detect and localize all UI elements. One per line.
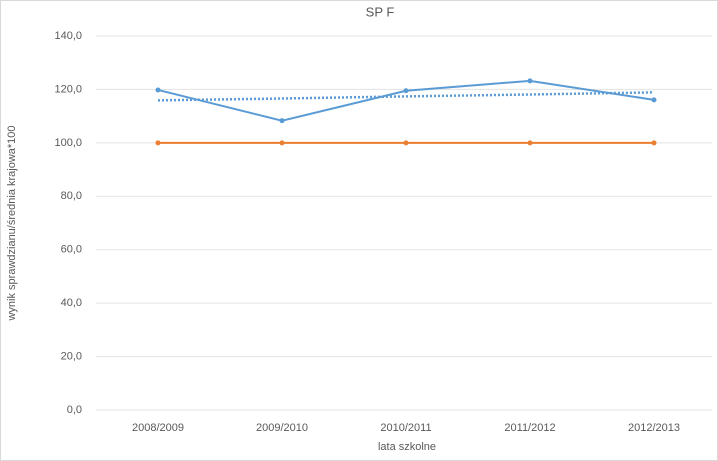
point [403,140,409,146]
x-tick-label: 2012/2013 [628,422,680,434]
point [155,87,161,93]
x-tick-label: 2008/2009 [132,422,184,434]
y-tick-label: 0,0 [67,404,82,416]
y-tick-label: 60,0 [61,244,82,256]
y-tick-label: 80,0 [61,190,82,202]
y-tick-label: 100,0 [54,137,82,149]
point [279,140,285,146]
y-tick-label: 40,0 [61,297,82,309]
y-axis-label: wynik sprawdzianu/średnia krajowa*100 [6,125,18,321]
x-axis-label: lata szkolne [378,441,436,453]
trend-line [157,91,655,102]
chart-title: SP F [366,4,395,19]
point [279,118,285,124]
point [527,140,533,146]
y-tick-label: 20,0 [61,350,82,362]
x-tick-label: 2009/2010 [256,422,308,434]
point [651,97,657,103]
point [403,88,409,94]
y-tick-label: 140,0 [54,30,82,42]
y-tick-label: 120,0 [54,83,82,95]
x-tick-label: 2011/2012 [504,422,555,434]
point [155,140,161,146]
x-tick-label: 2010/2011 [380,422,431,434]
point [651,140,657,146]
point [527,78,533,84]
